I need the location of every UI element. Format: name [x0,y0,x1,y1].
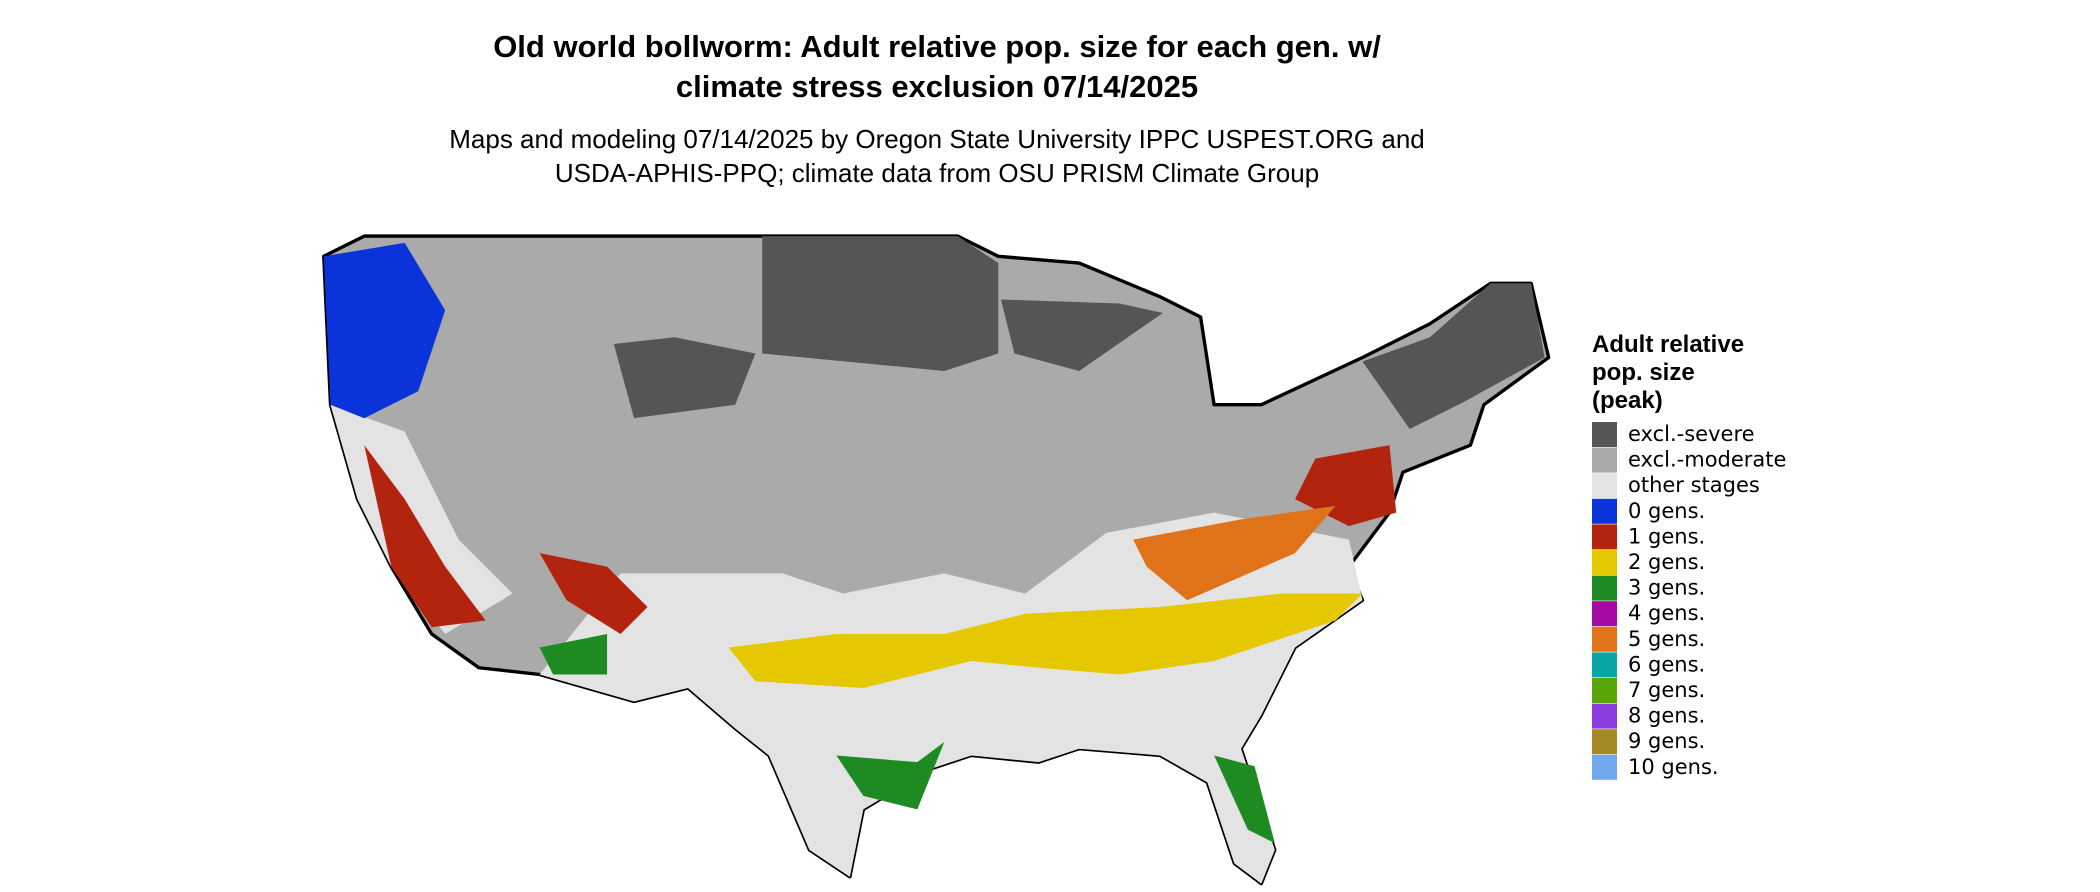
legend-swatch [1592,729,1617,755]
legend-label: 2 gens. [1628,550,1705,574]
legend-label: 0 gens. [1628,499,1705,523]
legend-swatch [1592,678,1617,703]
region-other [539,512,1363,884]
legend-swatch [1592,498,1617,524]
region-severe [1000,299,1163,371]
legend-label: 1 gens. [1628,524,1705,548]
region-severe [1362,283,1545,429]
legend-label: 9 gens. [1628,729,1705,753]
region-0gens [323,242,446,419]
legend-swatch [1592,550,1617,575]
region-1gens [1133,505,1336,601]
region-severe [762,236,999,371]
region-1gens [539,553,648,635]
legend-swatch [1592,422,1617,447]
region-1gens [1295,445,1397,527]
legend-swatch [1592,473,1617,499]
legend-title: pop. size [1592,359,1695,386]
legend-label: excl.-severe [1628,422,1755,446]
legend-title: Adult relative [1592,331,1744,358]
legend-label: 6 gens. [1628,652,1705,676]
legend-swatch [1592,626,1617,652]
legend-label: 3 gens. [1628,576,1705,600]
legend-label: 4 gens. [1628,601,1705,625]
legend-swatch [1592,447,1617,473]
region-2gens [728,593,1363,688]
legend-swatch [1592,575,1617,601]
subtitle-line: USDA-APHIS-PPQ; climate data from OSU PR… [555,158,1319,188]
legend-swatch [1592,652,1617,678]
region-1gens [364,445,486,628]
title-line: Old world bollworm: Adult relative pop. … [493,29,1381,64]
legend-label: excl.-moderate [1628,448,1786,472]
legend-label: 7 gens. [1628,678,1705,702]
legend-label: other stages [1628,473,1760,497]
legend-swatch [1592,703,1617,729]
title-line: climate stress exclusion 07/14/2025 [676,69,1198,104]
legend-title: (peak) [1592,387,1663,414]
legend-label: 8 gens. [1628,704,1705,728]
region-severe [613,337,756,419]
legend-swatch [1592,524,1617,550]
region-3gens [1214,755,1275,844]
region-3gens [836,741,945,810]
subtitle-line: Maps and modeling 07/14/2025 by Oregon S… [449,124,1425,154]
map [322,234,1551,886]
legend-swatch [1592,601,1617,627]
legend-label: 5 gens. [1628,627,1705,651]
legend-swatch [1592,754,1617,780]
legend-label: 10 gens. [1628,755,1719,779]
